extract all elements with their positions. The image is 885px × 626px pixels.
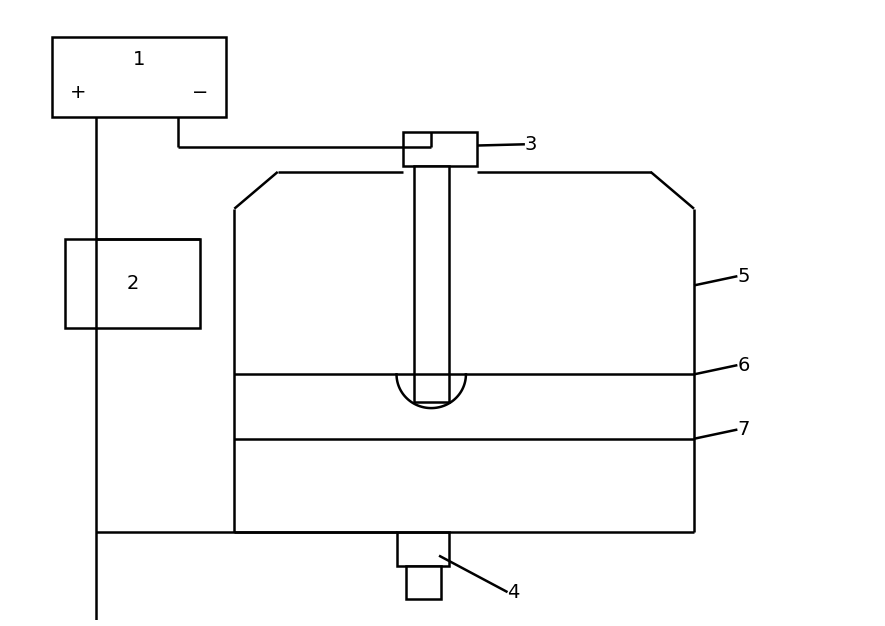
Bar	[414, 166, 449, 402]
Text: −: −	[191, 83, 208, 101]
Text: 3: 3	[525, 135, 537, 154]
Text: +: +	[70, 83, 87, 101]
Bar	[65, 239, 200, 328]
Text: 4: 4	[508, 583, 519, 602]
Text: 2: 2	[127, 274, 139, 294]
Text: 5: 5	[737, 267, 750, 285]
Bar	[397, 532, 450, 566]
Bar	[404, 132, 477, 166]
Text: 6: 6	[737, 356, 750, 374]
Text: 7: 7	[737, 420, 750, 439]
Bar	[52, 37, 226, 116]
Bar	[406, 566, 441, 600]
Text: 1: 1	[133, 49, 145, 69]
